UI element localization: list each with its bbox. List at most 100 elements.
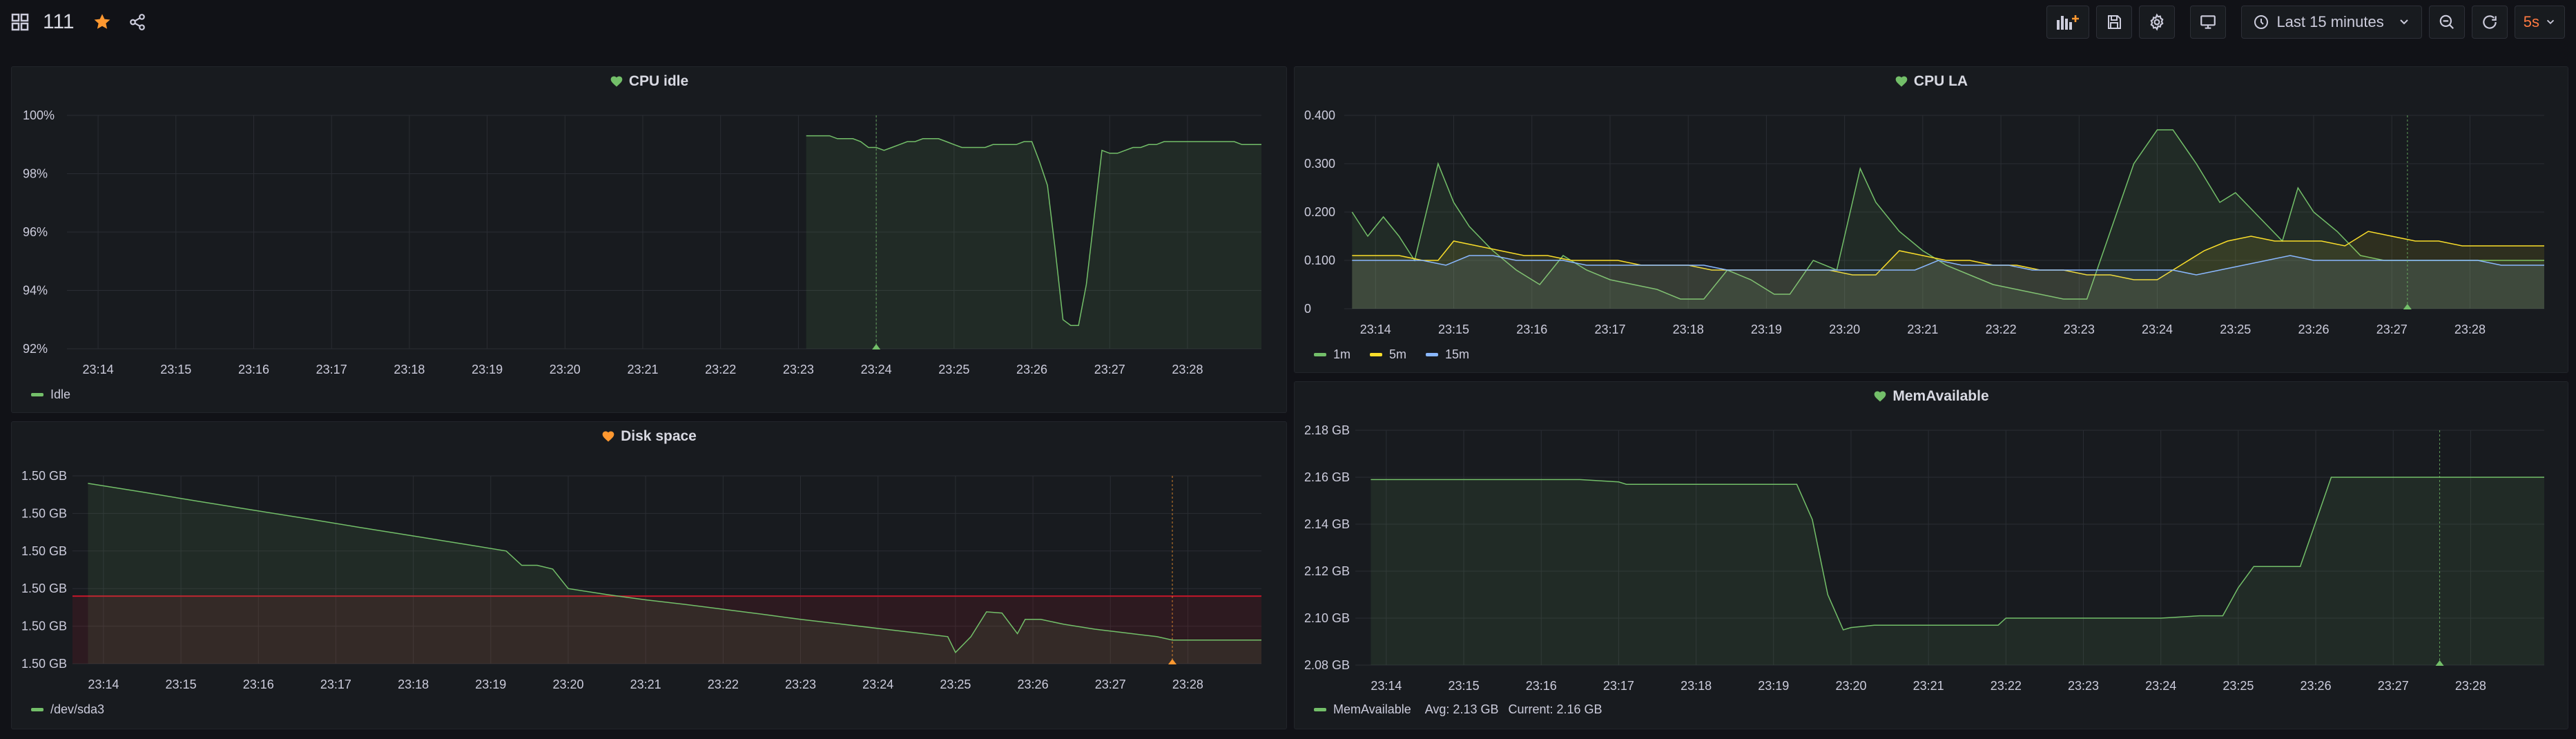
legend-swatch	[1314, 353, 1326, 356]
series-area	[1352, 130, 2544, 309]
series-line	[88, 483, 1261, 653]
panel-title-text: CPU idle	[628, 73, 689, 89]
x-tick-label: 23:19	[475, 678, 506, 691]
x-tick-label: 23:28	[1172, 363, 1203, 376]
x-tick-label: 23:28	[2455, 679, 2486, 693]
panel-cpu-idle: CPU idle 100% 98% 96% 94% 92% 23:14 23:15 23:16…	[11, 66, 1287, 413]
legend-item[interactable]: 15m	[1426, 347, 1469, 362]
zoom-out-button[interactable]	[2428, 6, 2465, 39]
y-tick-label: 0.300	[1304, 157, 1335, 171]
series-line	[1352, 231, 2544, 280]
legend-swatch	[31, 708, 43, 711]
add-panel-icon	[2057, 15, 2080, 30]
annotation-marker	[1168, 659, 1176, 664]
legend-swatch	[1314, 708, 1326, 711]
time-range-label: Last 15 minutes	[2276, 13, 2384, 30]
series-area	[1352, 231, 2544, 309]
y-tick-label: 100%	[23, 108, 55, 122]
y-tick-label: 1.50 GB	[21, 657, 67, 671]
legend-swatch	[31, 393, 43, 396]
x-tick-label: 23:16	[1526, 679, 1557, 693]
mem-available-chart[interactable]: 2.18 GB 2.16 GB 2.14 GB 2.12 GB 2.10 GB 2.08 …	[1295, 382, 2569, 730]
x-tick-label: 23:25	[2222, 679, 2254, 693]
disk-space-chart[interactable]: 1.50 GB 1.50 GB 1.50 GB 1.50 GB 1.50 GB 1.50 …	[12, 422, 1288, 730]
add-panel-button[interactable]	[2046, 6, 2090, 39]
legend-item[interactable]: MemAvailable Avg: 2.13 GB Current: 2.16 …	[1314, 702, 1602, 717]
panel-title-text: CPU LA	[1913, 73, 1968, 89]
apps-grid-icon[interactable]	[11, 13, 29, 31]
save-dashboard-button[interactable]	[2096, 6, 2133, 39]
panel-title[interactable]: CPU LA	[1295, 71, 2568, 92]
legend-label: 5m	[1389, 347, 1407, 361]
series-area	[806, 135, 1261, 349]
y-tick-label: 2.14 GB	[1304, 517, 1350, 531]
x-tick-label: 23:16	[243, 678, 274, 691]
x-tick-label: 23:27	[1095, 678, 1126, 691]
clock-icon	[2254, 15, 2269, 29]
x-tick-label: 23:22	[705, 363, 736, 376]
x-tick-label: 23:22	[1986, 323, 2017, 336]
save-icon	[2108, 15, 2122, 29]
legend-label: MemAvailable	[1333, 702, 1411, 716]
share-icon[interactable]	[128, 13, 146, 31]
dashboard-title[interactable]: 111	[43, 10, 75, 33]
panel-title[interactable]: CPU idle	[12, 71, 1286, 92]
cycle-view-mode-button[interactable]	[2190, 6, 2227, 39]
x-tick-label: 23:15	[1449, 679, 1480, 693]
panel-title[interactable]: MemAvailable	[1295, 386, 2568, 407]
legend-label: 15m	[1445, 347, 1470, 361]
legend-stats: Avg: 2.13 GB Current: 2.16 GB	[1425, 702, 1602, 717]
chevron-down-icon	[2546, 19, 2555, 25]
y-tick-label: 2.16 GB	[1304, 470, 1350, 484]
series-area	[1371, 477, 2544, 665]
top-navbar: 111 Last 15 minutes	[0, 0, 2576, 44]
series-area	[1352, 256, 2544, 309]
x-tick-label: 23:27	[2378, 679, 2409, 693]
refresh-interval-label: 5s	[2523, 13, 2539, 30]
x-tick-label: 23:20	[550, 363, 581, 376]
x-tick-label: 23:26	[1016, 363, 1047, 376]
refresh-button[interactable]	[2471, 6, 2508, 39]
refresh-interval-picker[interactable]: 5s	[2514, 6, 2565, 39]
x-tick-label: 23:24	[2145, 679, 2176, 693]
x-tick-label: 23:14	[83, 363, 114, 376]
legend-item[interactable]: /dev/sda3	[31, 702, 104, 717]
dashboard-settings-button[interactable]	[2139, 6, 2176, 39]
legend-swatch	[1426, 353, 1439, 356]
x-tick-label: 23:25	[940, 678, 971, 691]
x-tick-label: 23:21	[627, 363, 658, 376]
series-area	[88, 483, 1261, 664]
series-line	[1371, 477, 2544, 631]
annotation-marker	[872, 344, 881, 349]
time-range-picker[interactable]: Last 15 minutes	[2241, 6, 2422, 39]
threshold-area	[72, 596, 1261, 664]
dashboard-toolbar: Last 15 minutes 5s	[2046, 4, 2565, 40]
gear-icon	[2150, 13, 2164, 31]
legend-label: /dev/sda3	[50, 702, 105, 716]
x-tick-label: 23:26	[2298, 323, 2329, 336]
monitor-icon	[2200, 15, 2216, 29]
cpu-idle-chart[interactable]: 100% 98% 96% 94% 92% 23:14 23:15 23:16 23:17 23:1…	[12, 67, 1288, 414]
y-tick-label: 1.50 GB	[21, 582, 67, 595]
x-tick-label: 23:15	[1438, 323, 1469, 336]
panel-title[interactable]: Disk space	[12, 426, 1286, 447]
y-tick-label: 1.50 GB	[21, 506, 67, 520]
legend-item[interactable]: 1m	[1314, 347, 1350, 362]
annotation-marker	[2435, 660, 2444, 666]
legend-item[interactable]: Idle	[31, 387, 70, 402]
y-tick-label: 0	[1304, 302, 1311, 316]
panel-title-text: Disk space	[621, 428, 697, 444]
x-tick-label: 23:21	[1907, 323, 1938, 336]
legend-swatch	[1370, 353, 1383, 356]
star-icon[interactable]	[93, 12, 112, 32]
y-tick-label: 96%	[23, 225, 48, 239]
heart-icon	[1895, 76, 1908, 87]
legend-item[interactable]: 5m	[1370, 347, 1406, 362]
heart-icon	[1875, 391, 1886, 402]
heart-icon	[602, 431, 614, 442]
x-tick-label: 23:18	[1673, 323, 1704, 336]
chevron-down-icon	[2400, 19, 2408, 25]
y-tick-label: 98%	[23, 167, 48, 181]
cpu-la-chart[interactable]: 0.400 0.300 0.200 0.100 0 23:14 23:15 23:16 23:1…	[1295, 67, 2569, 374]
x-tick-label: 23:19	[1758, 679, 1789, 693]
